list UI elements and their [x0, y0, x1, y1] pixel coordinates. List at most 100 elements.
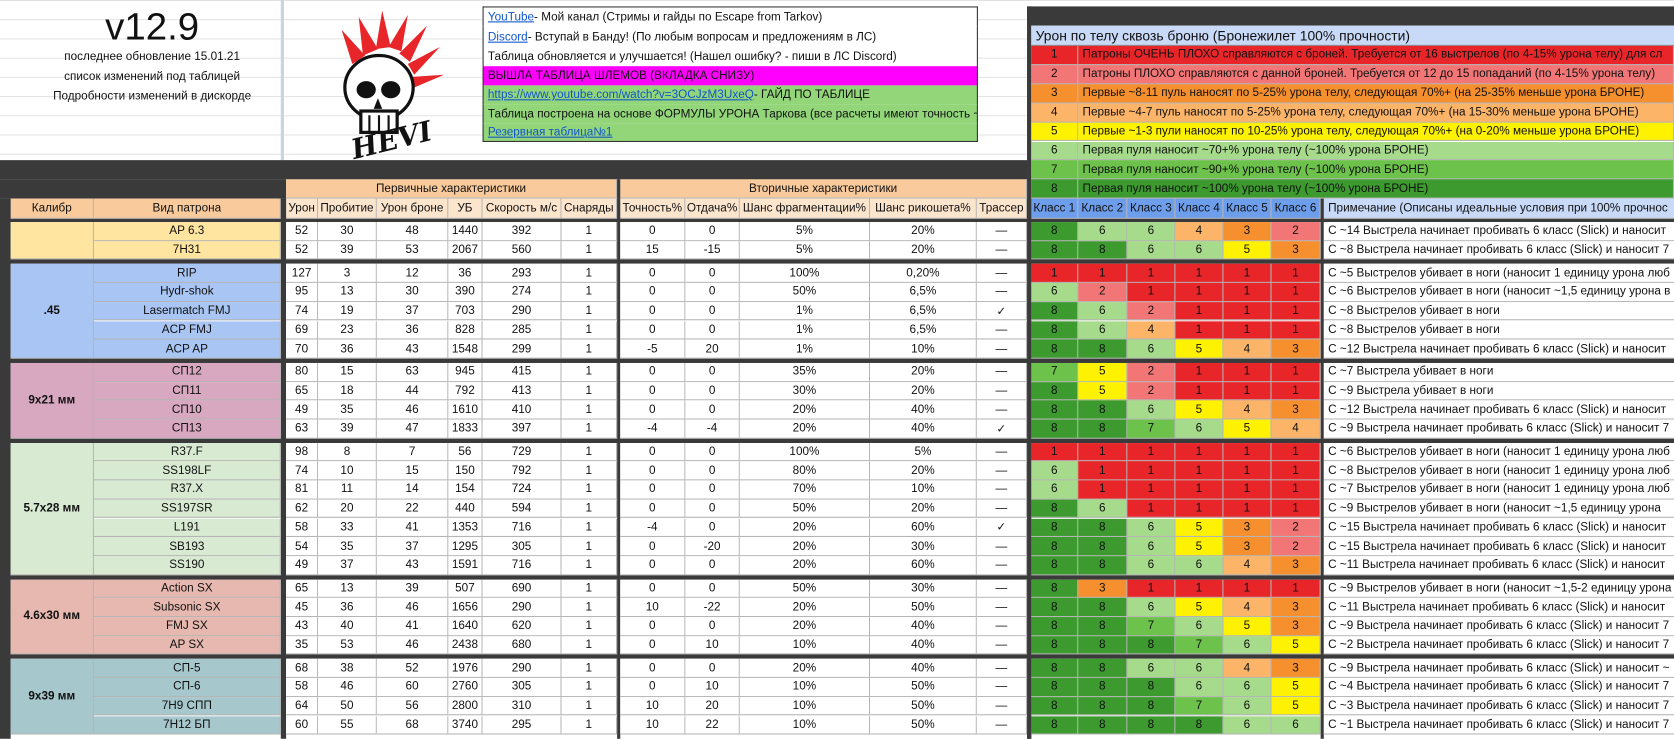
- note-cell: С ~8 Выстрела начинает пробивать 6 класс…: [1323, 240, 1674, 260]
- stat-cell: 1: [561, 678, 618, 697]
- stat-cell: 0: [620, 659, 686, 679]
- class-cell: 1: [1175, 499, 1224, 519]
- stat-cell: 3: [318, 264, 377, 283]
- stat-cell: 43: [286, 617, 319, 636]
- info-text: Таблица обновляется и улучшается! (Нашел…: [487, 50, 897, 63]
- stat-cell: 60%: [870, 518, 977, 538]
- stat-cell: 0: [685, 579, 740, 599]
- stat-cell: 0: [620, 556, 686, 575]
- class-cell: 5: [1271, 696, 1321, 716]
- stat-cell: —: [976, 537, 1028, 557]
- legend-class: 4: [1031, 103, 1079, 123]
- class-cell: 5: [1175, 400, 1224, 420]
- stat-cell: 620: [482, 617, 562, 636]
- stat-cell: 39: [318, 240, 377, 260]
- stat-cell: 100%: [739, 442, 871, 462]
- ammo-name: Subsonic SX: [93, 598, 281, 618]
- class-cell: 1: [1271, 442, 1321, 462]
- stat-cell: 0: [620, 400, 686, 420]
- stat-cell: —: [976, 696, 1028, 716]
- stat-cell: 1656: [448, 598, 483, 618]
- class-cell: 8: [1031, 598, 1079, 618]
- stat-cell: 0: [685, 659, 740, 679]
- caliber-cell: 4.6x30 мм: [10, 579, 94, 655]
- stat-cell: 39: [376, 579, 449, 599]
- stat-cell: 70%: [739, 480, 871, 500]
- info-row: https://www.youtube.com/watch?v=3OCJzM3U…: [482, 85, 978, 105]
- class-cell: 6: [1127, 518, 1176, 538]
- class-cell: 6: [1223, 635, 1272, 655]
- ammo-name: Action SX: [93, 579, 281, 599]
- ammo-name: R37.X: [93, 480, 281, 500]
- stat-cell: -5: [620, 339, 686, 359]
- info-link[interactable]: YouTube: [487, 10, 535, 24]
- note-cell: С ~9 Выстрела начинает пробивать 6 класс…: [1323, 617, 1674, 636]
- header-sep: [617, 179, 621, 199]
- class-cell: 1: [1223, 283, 1272, 302]
- class-cell: 5: [1175, 598, 1224, 618]
- stat-cell: 392: [482, 222, 562, 241]
- note-cell: С ~8 Выстрелов убивает в ноги (наносит 1…: [1323, 461, 1674, 481]
- stat-cell: 0: [685, 381, 740, 401]
- stat-cell: 680: [482, 635, 562, 655]
- class-cell: 1: [1127, 442, 1176, 462]
- class-cell: 6: [1127, 537, 1176, 557]
- stat-cell: 44: [376, 381, 449, 401]
- stat-cell: ✓: [976, 518, 1028, 538]
- stat-cell: 154: [448, 480, 483, 500]
- stat-cell: 38: [318, 659, 377, 679]
- legend-class: 3: [1031, 84, 1079, 104]
- class-cell: 4: [1223, 339, 1272, 359]
- class-cell: 1: [1271, 579, 1321, 599]
- class-cell: 8: [1127, 715, 1176, 735]
- stat-cell: 1610: [448, 400, 483, 420]
- class-cell: 5: [1078, 381, 1128, 401]
- stat-cell: 30%: [739, 381, 871, 401]
- info-text: Таблица построена на основе ФОРМУЛЫ УРОН…: [487, 107, 978, 121]
- stat-cell: 68: [376, 715, 449, 735]
- column-header: Трассер: [976, 198, 1028, 219]
- stat-cell: —: [976, 678, 1028, 697]
- class-cell: 1: [1175, 579, 1224, 599]
- stat-cell: 0: [685, 442, 740, 462]
- stat-cell: 440: [448, 499, 483, 519]
- stat-cell: 74: [286, 301, 319, 321]
- info-link[interactable]: Резервная таблица№1: [487, 125, 613, 139]
- stat-cell: 945: [448, 362, 483, 382]
- class-cell: 8: [1031, 499, 1079, 519]
- stat-cell: 3740: [448, 715, 483, 735]
- class-cell: 4: [1127, 320, 1176, 340]
- column-header: Пробитие: [318, 198, 377, 219]
- class-cell: 3: [1271, 339, 1321, 359]
- stat-cell: 1: [561, 400, 618, 420]
- stat-cell: 58: [286, 518, 319, 538]
- info-link[interactable]: Discord: [487, 30, 528, 44]
- class-cell: 6: [1127, 556, 1176, 575]
- class-cell: 8: [1078, 659, 1128, 679]
- legend-text: Патроны ПЛОХО справляются с данной броне…: [1078, 65, 1674, 85]
- stat-cell: 1: [561, 537, 618, 557]
- class-cell: 1: [1223, 461, 1272, 481]
- stat-cell: 98: [286, 442, 319, 462]
- stat-cell: 37: [318, 556, 377, 575]
- stat-cell: 1: [561, 579, 618, 599]
- stat-cell: 0: [620, 264, 686, 283]
- class-cell: 1: [1127, 480, 1176, 500]
- stat-cell: —: [976, 556, 1028, 575]
- info-link[interactable]: https://www.youtube.com/watch?v=3OCJzM3U…: [487, 88, 754, 102]
- stat-cell: 63: [376, 362, 449, 382]
- class-cell: 1: [1175, 381, 1224, 401]
- stat-cell: 95: [286, 283, 319, 302]
- stat-cell: 0: [685, 461, 740, 481]
- stat-cell: 30%: [870, 537, 977, 557]
- stat-cell: 49: [286, 400, 319, 420]
- ammo-name: 7Н9 СПП: [93, 696, 281, 716]
- stat-cell: 1: [561, 240, 618, 260]
- class-cell: 5: [1175, 518, 1224, 538]
- header-band: [0, 179, 287, 199]
- stat-cell: 0: [685, 617, 740, 636]
- stat-cell: 290: [482, 301, 562, 321]
- stat-cell: 20%: [870, 240, 977, 260]
- stat-cell: 1: [561, 264, 618, 283]
- stat-cell: 56: [448, 442, 483, 462]
